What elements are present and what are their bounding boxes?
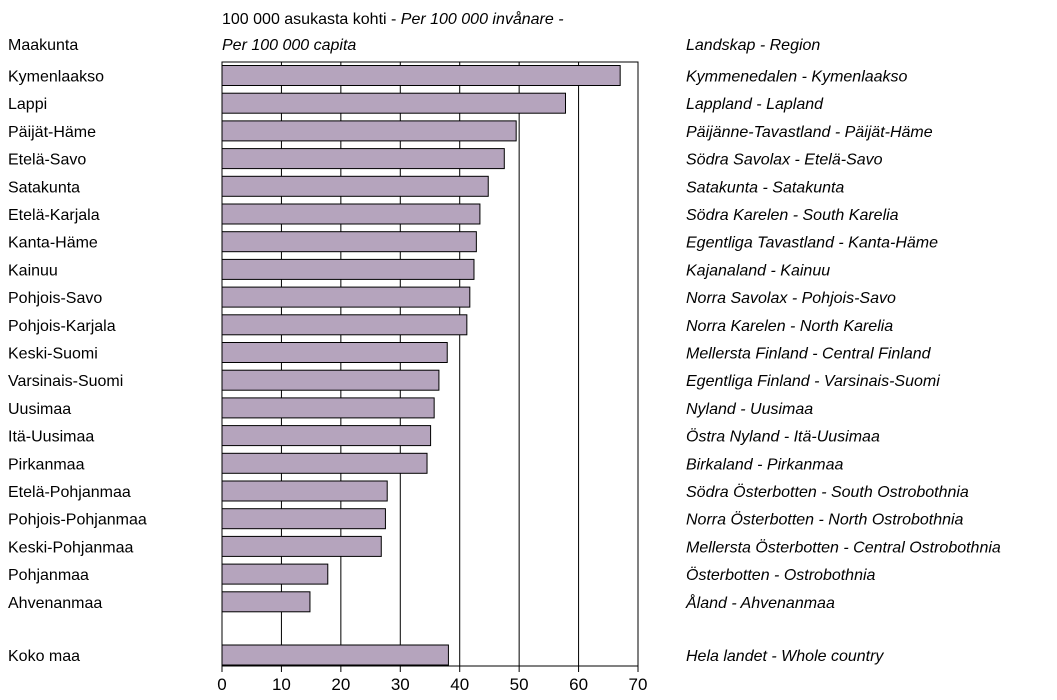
total-label: Koko maa <box>8 648 80 665</box>
bar <box>221 563 329 585</box>
bar <box>221 286 471 308</box>
bar <box>221 508 386 530</box>
category-translated-label: Södra Karelen - South Karelia <box>686 207 899 224</box>
x-tick-label: 60 <box>569 675 588 694</box>
category-translated-label: Kymmenedalen - Kymenlaakso <box>686 69 908 86</box>
category-label: Etelä-Savo <box>8 152 86 169</box>
bar <box>221 92 566 114</box>
category-translated-label: Norra Österbotten - North Ostrobothnia <box>686 511 964 529</box>
bar <box>221 397 435 419</box>
bar <box>221 480 388 502</box>
bar <box>221 175 489 197</box>
unit-label-regular: 100 000 asukasta kohti - <box>222 11 401 28</box>
x-tick-label: 20 <box>331 675 350 694</box>
total-translated-label: Hela landet - Whole country <box>686 648 884 665</box>
category-label: Ahvenanmaa <box>8 595 102 612</box>
header-left: Maakunta <box>8 37 78 54</box>
category-label: Kymenlaakso <box>8 69 104 86</box>
x-tick-label: 0 <box>217 675 226 694</box>
unit-label: 100 000 asukasta kohti - Per 100 000 inv… <box>222 10 564 28</box>
category-translated-label: Egentliga Tavastland - Kanta-Häme <box>686 235 938 252</box>
category-translated-label: Mellersta Österbotten - Central Ostrobot… <box>686 538 1001 556</box>
category-translated-label: Mellersta Finland - Central Finland <box>686 346 932 363</box>
category-label: Varsinais-Suomi <box>8 373 123 390</box>
category-label: Lappi <box>8 96 47 113</box>
bar <box>221 369 440 391</box>
category-translated-label: Åland - Ahvenanmaa <box>685 593 835 612</box>
category-label: Kanta-Häme <box>8 235 98 252</box>
category-translated-label: Norra Savolax - Pohjois-Savo <box>686 290 896 307</box>
x-tick-label: 30 <box>391 675 410 694</box>
bar <box>221 258 475 280</box>
category-label: Kainuu <box>8 262 58 279</box>
bar <box>221 231 477 253</box>
category-labels: Kymenlaakso Kymmenedalen - Kymenlaakso Lap… <box>8 69 1001 666</box>
unit-label-line2: Per 100 000 capita <box>222 37 356 54</box>
bar <box>221 342 448 363</box>
category-translated-label: Södra Österbotten - South Ostrobothnia <box>686 483 969 501</box>
x-tick-label: 10 <box>272 675 291 694</box>
category-label: Keski-Pohjanmaa <box>8 539 134 556</box>
category-label: Pohjanmaa <box>8 567 89 584</box>
category-translated-label: Södra Savolax - Etelä-Savo <box>686 152 883 169</box>
bar <box>221 425 432 447</box>
category-translated-label: Egentliga Finland - Varsinais-Suomi <box>686 373 940 390</box>
category-label: Keski-Suomi <box>8 346 98 363</box>
bar <box>221 535 382 557</box>
header-right: Landskap - Region <box>686 37 820 54</box>
category-label: Pirkanmaa <box>8 456 85 473</box>
category-translated-label: Nyland - Uusimaa <box>686 401 813 418</box>
category-label: Satakunta <box>8 179 80 196</box>
category-translated-label: Norra Karelen - North Karelia <box>686 318 893 335</box>
category-label: Itä-Uusimaa <box>8 429 94 446</box>
bar <box>221 203 481 225</box>
category-label: Päijät-Häme <box>8 124 96 141</box>
total-bar <box>221 644 449 666</box>
x-axis-ticks: 0 10 20 30 40 50 60 70 <box>217 666 647 694</box>
category-label: Pohjois-Pohjanmaa <box>8 512 147 529</box>
category-label: Pohjois-Karjala <box>8 318 116 335</box>
category-label: Etelä-Pohjanmaa <box>8 484 131 501</box>
x-tick-label: 70 <box>629 675 648 694</box>
category-label: Etelä-Karjala <box>8 207 100 224</box>
x-tick-label: 40 <box>450 675 469 694</box>
bar <box>221 120 517 142</box>
category-translated-label: Kajanaland - Kainuu <box>686 262 830 279</box>
category-translated-label: Östra Nyland - Itä-Uusimaa <box>686 428 880 446</box>
plot-frame <box>221 61 639 667</box>
bar <box>221 65 621 86</box>
category-translated-label: Päijänne-Tavastland - Päijät-Häme <box>686 124 933 141</box>
category-translated-label: Österbotten - Ostrobothnia <box>686 566 876 584</box>
bar <box>221 452 428 474</box>
bar <box>221 591 311 613</box>
bar <box>221 148 505 170</box>
category-translated-label: Satakunta - Satakunta <box>686 179 844 196</box>
bar <box>221 314 468 336</box>
category-label: Pohjois-Savo <box>8 290 102 307</box>
unit-label-italic: Per 100 000 invånare - <box>401 10 564 28</box>
category-translated-label: Lappland - Lapland <box>686 96 824 113</box>
x-tick-label: 50 <box>510 675 529 694</box>
category-translated-label: Birkaland - Pirkanmaa <box>686 456 844 473</box>
category-label: Uusimaa <box>8 401 71 418</box>
